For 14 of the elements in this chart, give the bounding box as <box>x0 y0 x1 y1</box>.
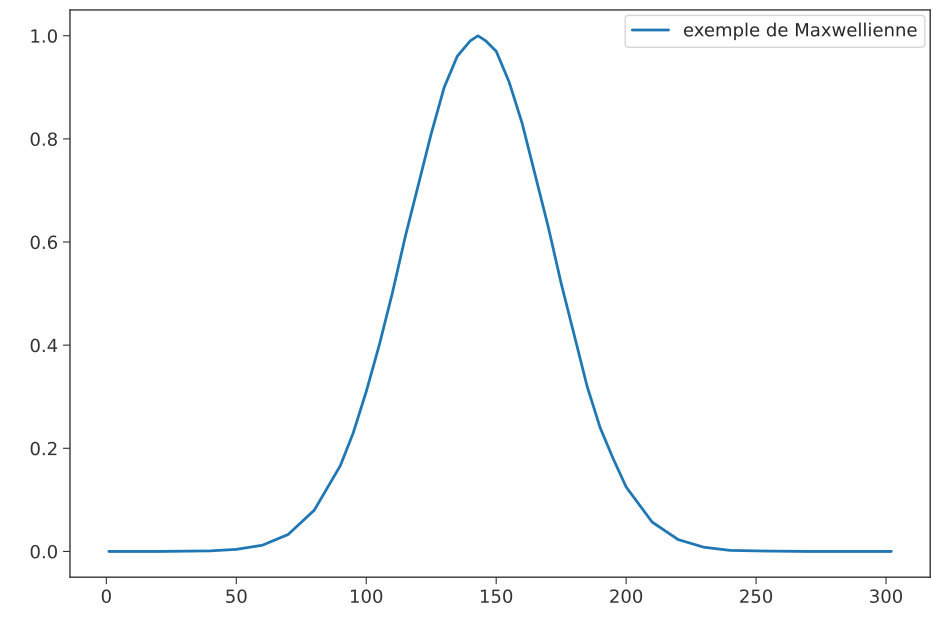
x-tick-label: 150 <box>480 589 512 603</box>
x-tick-label: 200 <box>610 589 642 603</box>
x-tick-label: 0 <box>102 589 111 603</box>
x-tick-label: 300 <box>870 589 902 603</box>
legend-label: exemple de Maxwellienne <box>684 22 917 40</box>
x-tick-label: 100 <box>351 589 382 603</box>
x-tick-label: 250 <box>740 589 772 603</box>
y-tick-label: 1.0 <box>31 29 57 43</box>
y-tick-label: 0.6 <box>30 235 58 250</box>
x-tick-label: 50 <box>226 589 247 603</box>
y-tick-label: 0.2 <box>30 442 56 456</box>
y-tick-label: 0.0 <box>30 544 57 559</box>
y-tick-label: 0.8 <box>30 132 57 146</box>
y-tick-label: 0.4 <box>30 338 58 352</box>
